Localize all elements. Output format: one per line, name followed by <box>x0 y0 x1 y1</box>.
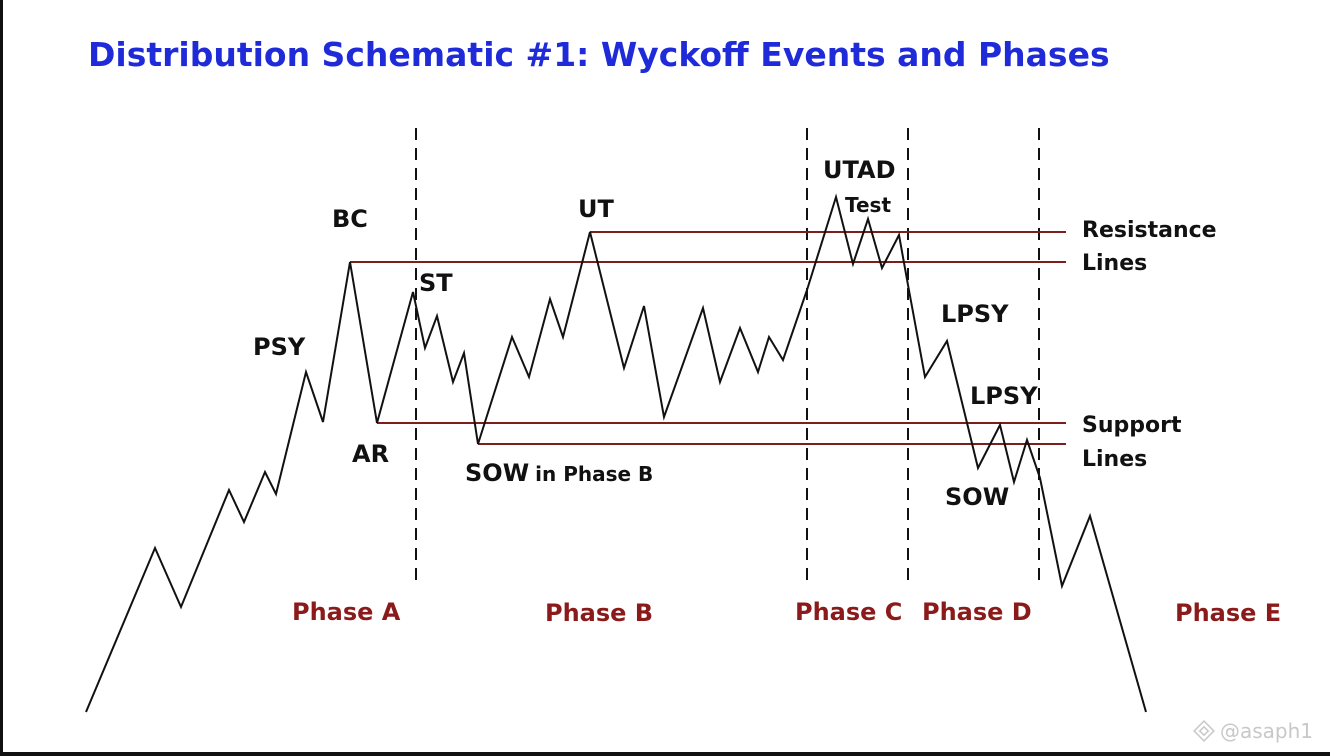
left-border <box>0 0 3 756</box>
sow-phase-b-suffix: in Phase B <box>535 462 653 486</box>
event-lpsy-1-label: LPSY <box>941 300 1009 328</box>
sow-phase-b-main: SOW <box>465 459 529 487</box>
phase-d-label: Phase D <box>922 598 1032 626</box>
event-psy-label: PSY <box>253 333 306 361</box>
bottom-border <box>0 752 1330 756</box>
watermark-logo-icon <box>1193 720 1215 742</box>
event-bc-label: BC <box>332 205 368 233</box>
phase-a-label: Phase A <box>292 598 401 626</box>
event-ut-label: UT <box>578 195 614 223</box>
support-label-line2: Lines <box>1082 447 1147 472</box>
event-st-label: ST <box>419 269 453 297</box>
event-test-label: Test <box>845 193 891 217</box>
support-lines <box>377 422 1066 445</box>
event-lpsy-2-label: LPSY <box>970 382 1038 410</box>
watermark: @asaph1 <box>1193 719 1313 743</box>
resistance-lines <box>350 231 1066 263</box>
diagram-title: Distribution Schematic #1: Wyckoff Event… <box>88 35 1110 74</box>
event-sow-label: SOW <box>945 483 1009 511</box>
support-label-line1: Support <box>1082 413 1182 438</box>
event-sow-phase-b-label: SOW in Phase B <box>465 459 653 487</box>
phase-dividers <box>415 128 1040 580</box>
event-utad-label: UTAD <box>823 156 896 184</box>
resistance-label-line1: Resistance <box>1082 218 1217 243</box>
event-ar-label: AR <box>352 440 389 468</box>
resistance-label-line2: Lines <box>1082 251 1147 276</box>
phase-c-label: Phase C <box>795 598 902 626</box>
price-path <box>85 193 1147 713</box>
phase-e-label: Phase E <box>1175 599 1281 627</box>
watermark-text: @asaph1 <box>1220 719 1313 743</box>
phase-b-label: Phase B <box>545 599 653 627</box>
